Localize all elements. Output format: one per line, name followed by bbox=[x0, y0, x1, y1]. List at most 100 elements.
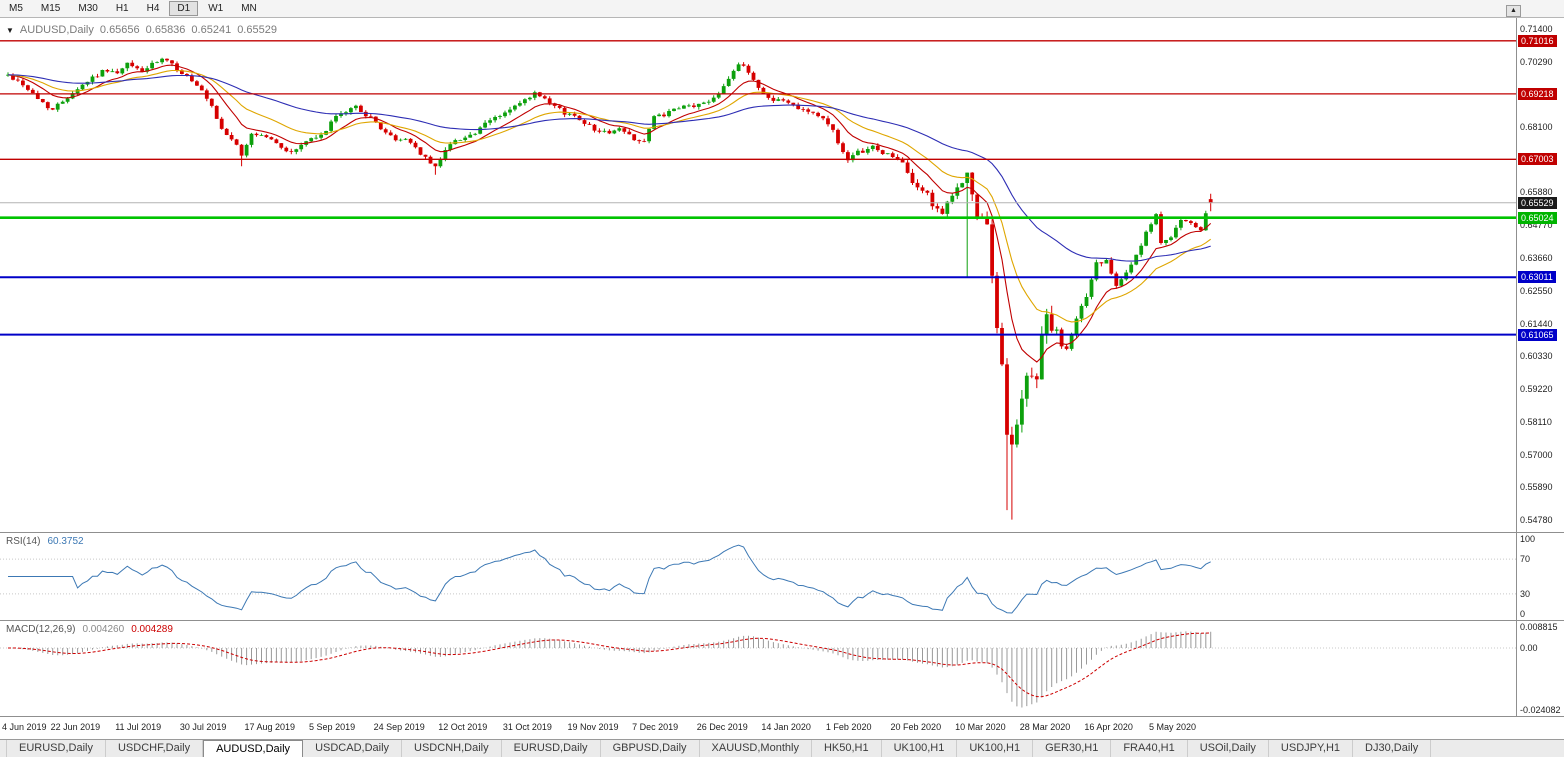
macd-value-main: 0.004260 bbox=[82, 624, 125, 635]
time-label: 10 Mar 2020 bbox=[955, 722, 1006, 732]
ma-line-21 bbox=[7, 69, 1212, 323]
price-tick: 0.63660 bbox=[1520, 252, 1553, 263]
macd-tick: 0.00 bbox=[1520, 642, 1538, 653]
ohlc-close: 0.65529 bbox=[237, 24, 277, 36]
price-badge-0.65529: 0.65529 bbox=[1518, 196, 1557, 209]
time-label: 28 Mar 2020 bbox=[1019, 722, 1071, 732]
time-label: 26 Dec 2019 bbox=[696, 722, 748, 732]
candles-down-wicks bbox=[12, 58, 1212, 520]
price-badge-0.65024: 0.65024 bbox=[1518, 211, 1557, 224]
macd-signal-line bbox=[8, 632, 1211, 698]
ohlc-low: 0.65241 bbox=[191, 24, 232, 36]
macd-value-signal: 0.004289 bbox=[131, 624, 173, 635]
timeframe-toolbar: M5 M15 M30 H1 H4 D1 W1 MN bbox=[0, 0, 1564, 18]
chart-shift-button[interactable]: ▲ bbox=[1506, 5, 1521, 17]
time-axis[interactable]: 4 Jun 2019 22 Jun 2019 11 Jul 2019 30 Jul 2… bbox=[0, 717, 1517, 739]
rsi-name: RSI(14) bbox=[6, 536, 41, 547]
rsi-line bbox=[8, 544, 1211, 614]
price-tick: 0.59220 bbox=[1520, 384, 1553, 395]
tab-eurusd-daily[interactable]: EURUSD,Daily bbox=[6, 740, 106, 757]
timeframe-button-m15[interactable]: M15 bbox=[40, 3, 61, 14]
timeframe-button-m5[interactable]: M5 bbox=[9, 3, 23, 14]
tab-usdjpy-h1[interactable]: USDJPY,H1 bbox=[1269, 740, 1354, 757]
tab-hk50-h1[interactable]: HK50,H1 bbox=[812, 740, 882, 757]
tab-xauusd-monthly[interactable]: XAUUSD,Monthly bbox=[700, 740, 812, 757]
time-label: 19 Nov 2019 bbox=[567, 722, 619, 732]
price-tick: 0.57000 bbox=[1520, 449, 1553, 460]
time-label: 31 Oct 2019 bbox=[502, 722, 552, 732]
macd-histogram bbox=[12, 631, 1212, 708]
macd-tick: 0.008815 bbox=[1520, 622, 1558, 632]
rsi-tick: 0 bbox=[1520, 609, 1526, 619]
price-tick: 0.60330 bbox=[1520, 351, 1553, 362]
tab-usoil-daily[interactable]: USOil,Daily bbox=[1188, 740, 1269, 757]
time-label: 7 Dec 2019 bbox=[632, 722, 679, 732]
time-label: 17 Aug 2019 bbox=[244, 722, 295, 732]
tab-ger30-h1[interactable]: GER30,H1 bbox=[1033, 740, 1112, 757]
tab-gbpusd-daily[interactable]: GBPUSD,Daily bbox=[601, 740, 700, 757]
panel-splitter-rsi-macd[interactable] bbox=[0, 620, 1564, 621]
tab-audusd-daily[interactable]: AUDUSD,Daily bbox=[203, 740, 304, 757]
price-tick: 0.54780 bbox=[1520, 515, 1553, 526]
time-label: 16 Apr 2020 bbox=[1084, 722, 1133, 732]
price-badge-0.63011: 0.63011 bbox=[1518, 271, 1556, 284]
price-tick: 0.70290 bbox=[1520, 57, 1553, 68]
candles-down-bodies bbox=[11, 58, 1213, 445]
price-badge-0.69218: 0.69218 bbox=[1518, 87, 1557, 100]
rsi-value: 60.3752 bbox=[47, 536, 84, 547]
tab-fra40-h1[interactable]: FRA40,H1 bbox=[1111, 740, 1188, 757]
price-badge-0.71016: 0.71016 bbox=[1518, 34, 1557, 47]
chart-canvas[interactable] bbox=[0, 18, 1564, 717]
chart-tabs-bar: EURUSD,Daily USDCHF,Daily AUDUSD,Daily USDC… bbox=[0, 739, 1564, 757]
tab-eurusd-daily[interactable]: EURUSD,Daily bbox=[502, 740, 601, 757]
tab-usdcad-daily[interactable]: USDCAD,Daily bbox=[303, 740, 403, 757]
tab-usdcnh-daily[interactable]: USDCNH,Daily bbox=[402, 740, 502, 757]
time-label: 30 Jul 2019 bbox=[179, 722, 227, 732]
timeframe-button-d1[interactable]: D1 bbox=[169, 1, 199, 16]
macd-tick: -0.024082 bbox=[1520, 705, 1561, 715]
time-label: 22 Jun 2019 bbox=[50, 722, 101, 732]
panel-splitter-main-rsi[interactable] bbox=[0, 532, 1564, 533]
price-tick: 0.62550 bbox=[1520, 285, 1553, 296]
price-tick: 0.71400 bbox=[1520, 24, 1553, 35]
time-label: 12 Oct 2019 bbox=[438, 722, 488, 732]
tab-uk100-h1[interactable]: UK100,H1 bbox=[882, 740, 958, 757]
price-tick: 0.68100 bbox=[1520, 121, 1553, 132]
price-tick: 0.64770 bbox=[1520, 220, 1553, 231]
ma-line-55 bbox=[7, 74, 1211, 262]
triangle-up-icon: ▲ bbox=[1510, 7, 1517, 14]
ma-line-10 bbox=[7, 64, 1212, 363]
collapse-chart-icon[interactable]: ▼ bbox=[6, 25, 14, 35]
rsi-tick: 70 bbox=[1520, 554, 1531, 565]
macd-label: MACD(12,26,9) 0.004260 0.004289 bbox=[6, 624, 173, 635]
rsi-tick: 30 bbox=[1520, 588, 1531, 599]
time-label: 20 Feb 2020 bbox=[890, 722, 942, 732]
time-label: 5 May 2020 bbox=[1148, 722, 1196, 732]
price-badge-0.61065: 0.61065 bbox=[1518, 328, 1557, 341]
time-label: 24 Sep 2019 bbox=[373, 722, 425, 732]
timeframe-button-m30[interactable]: M30 bbox=[78, 3, 98, 14]
time-label: 11 Jul 2019 bbox=[115, 722, 162, 732]
macd-name: MACD(12,26,9) bbox=[6, 624, 76, 635]
price-tick: 0.61440 bbox=[1520, 318, 1553, 329]
timeframe-button-mn[interactable]: MN bbox=[241, 3, 257, 14]
timeframe-button-h4[interactable]: H4 bbox=[146, 3, 160, 14]
price-tick: 0.58110 bbox=[1520, 416, 1552, 427]
price-badge-0.67003: 0.67003 bbox=[1518, 153, 1557, 166]
timeframe-button-h1[interactable]: H1 bbox=[115, 3, 129, 14]
time-label: 14 Jan 2020 bbox=[761, 722, 811, 732]
rsi-label: RSI(14) 60.3752 bbox=[6, 536, 84, 547]
time-label: 5 Sep 2019 bbox=[309, 722, 356, 732]
candles-up-bodies bbox=[6, 58, 1208, 445]
tab-usdchf-daily[interactable]: USDCHF,Daily bbox=[106, 740, 204, 757]
rsi-tick: 100 bbox=[1520, 534, 1536, 544]
price-tick: 0.55890 bbox=[1520, 482, 1553, 493]
ohlc-high: 0.65836 bbox=[145, 24, 186, 36]
timeframe-button-w1[interactable]: W1 bbox=[208, 3, 224, 14]
chart-header: ▼ AUDUSD,Daily 0.65656 0.65836 0.65241 0… bbox=[6, 24, 277, 36]
tab-uk100-h1[interactable]: UK100,H1 bbox=[957, 740, 1034, 757]
price-axis[interactable]: 0.71400 0.70290 0.68100 0.65880 0.64770 0.636… bbox=[1518, 0, 1564, 739]
ohlc-open: 0.65656 bbox=[99, 24, 140, 36]
panel-splitter-macd-timeaxis[interactable] bbox=[0, 716, 1564, 717]
tab-dj30-daily[interactable]: DJ30,Daily bbox=[1353, 740, 1432, 757]
